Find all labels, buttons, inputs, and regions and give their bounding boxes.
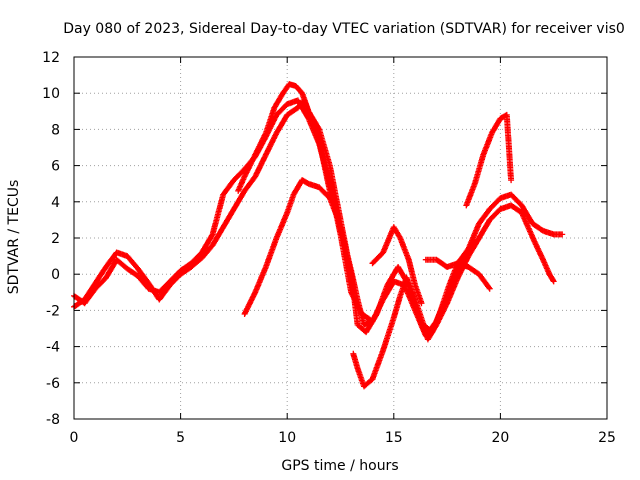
x-tick-label: 0 xyxy=(70,430,79,446)
y-tick-label: 2 xyxy=(51,231,60,247)
data-points xyxy=(71,81,566,390)
y-tick-label: 10 xyxy=(42,86,60,102)
series-track-d xyxy=(241,177,374,328)
y-tick-label: -6 xyxy=(46,376,60,392)
data-point-markers xyxy=(350,238,478,390)
y-tick-label: -2 xyxy=(46,303,60,319)
y-tick-label: 0 xyxy=(51,267,60,283)
y-axis-label: SDTVAR / TECUs xyxy=(6,180,22,295)
y-tick-label: -8 xyxy=(46,412,60,428)
y-tick-label: 8 xyxy=(51,122,60,138)
data-point-markers xyxy=(463,111,515,209)
data-point-markers xyxy=(235,81,340,216)
y-tick-label: 12 xyxy=(42,50,60,66)
x-tick-label: 15 xyxy=(385,430,403,446)
series-track-h xyxy=(463,111,515,209)
x-tick-label: 5 xyxy=(176,430,185,446)
series-track-c xyxy=(235,81,340,216)
x-tick-label: 20 xyxy=(491,430,509,446)
data-point-markers xyxy=(369,224,425,307)
x-axis-label: GPS time / hours xyxy=(281,458,398,474)
series-track-g xyxy=(422,256,493,292)
data-point-markers xyxy=(422,256,493,292)
y-tick-label: -4 xyxy=(46,340,60,356)
y-tick-label: 6 xyxy=(51,159,60,175)
series-track-e xyxy=(350,238,478,390)
y-tick-label: 4 xyxy=(51,195,60,211)
series-track-f xyxy=(369,224,425,307)
data-point-markers xyxy=(241,177,374,328)
x-tick-label: 10 xyxy=(278,430,296,446)
axis-ticks: 0 5 10 15 20 25 -8 -6 -4 -2 0 2 4 6 8 10 12 xyxy=(42,50,616,446)
x-tick-label: 25 xyxy=(598,430,616,446)
chart-title: Day 080 of 2023, Sidereal Day-to-day VTE… xyxy=(63,21,625,37)
